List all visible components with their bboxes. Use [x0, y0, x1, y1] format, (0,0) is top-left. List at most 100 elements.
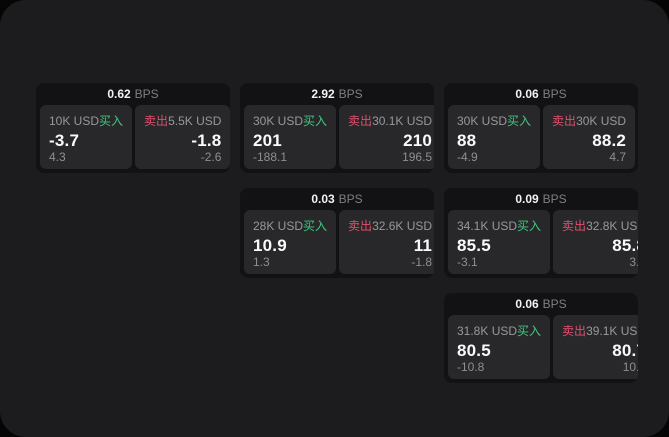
sell-quote-tile[interactable]: 卖出 39.1K USD 80.7 10.2: [553, 315, 638, 379]
sell-side-label: 卖出: [552, 114, 577, 128]
sell-amount: 30K USD: [576, 113, 627, 128]
buy-amount: 30K USD: [253, 113, 304, 128]
bps-unit-label: BPS: [542, 297, 567, 311]
quote-card: 0.06 BPS 31.8K USD 买入 80.5 -10.8 卖出 39.1…: [444, 293, 638, 383]
sell-side-label: 卖出: [562, 219, 587, 233]
bps-spread-value: 0.06: [515, 87, 539, 101]
buy-amount: 30K USD: [457, 113, 508, 128]
bps-spread-header: 0.09 BPS: [444, 188, 638, 210]
sell-price: 210: [403, 130, 433, 150]
quote-card: 0.62 BPS 10K USD 买入 -3.7 4.3 卖出 5.5K USD…: [36, 83, 230, 173]
sell-amount: 39.1K USD: [586, 323, 638, 338]
quote-card: 2.92 BPS 30K USD 买入 201 -188.1 卖出 30.1K …: [240, 83, 434, 173]
sell-delta: 4.7: [609, 150, 627, 164]
sell-side-label: 卖出: [348, 219, 373, 233]
sell-price: -1.8: [191, 130, 222, 150]
buy-tile-top-row: 10K USD 买入: [49, 112, 123, 129]
buy-quote-tile[interactable]: 10K USD 买入 -3.7 4.3: [40, 105, 133, 169]
sell-price: 80.7: [612, 340, 638, 360]
bps-spread-header: 0.03 BPS: [240, 188, 434, 210]
sell-amount: 5.5K USD: [168, 113, 222, 128]
buy-side-label: 买入: [507, 114, 532, 128]
buy-price: 10.9: [253, 235, 287, 255]
quote-card-body: 31.8K USD 买入 80.5 -10.8 卖出 39.1K USD 80.…: [444, 315, 638, 383]
buy-quote-tile[interactable]: 30K USD 买入 201 -188.1: [244, 105, 337, 169]
sell-price: 88.2: [592, 130, 627, 150]
buy-quote-tile[interactable]: 28K USD 买入 10.9 1.3: [244, 210, 337, 274]
buy-amount: 31.8K USD: [457, 323, 518, 338]
buy-quote-tile[interactable]: 30K USD 买入 88 -4.9: [448, 105, 541, 169]
buy-price: 88: [457, 130, 477, 150]
sell-delta: 3.0: [629, 255, 638, 269]
sell-amount: 32.8K USD: [586, 218, 638, 233]
bps-spread-value: 0.62: [107, 87, 131, 101]
buy-price: 201: [253, 130, 282, 150]
bps-spread-header: 0.06 BPS: [444, 293, 638, 315]
sell-side-label: 卖出: [144, 114, 169, 128]
bps-unit-label: BPS: [338, 192, 363, 206]
quote-card: 0.06 BPS 30K USD 买入 88 -4.9 卖出 30K USD 8…: [444, 83, 638, 173]
quote-card-body: 34.1K USD 买入 85.5 -3.1 卖出 32.8K USD 85.8…: [444, 210, 638, 278]
quote-card-body: 10K USD 买入 -3.7 4.3 卖出 5.5K USD -1.8 -2.…: [36, 105, 230, 173]
bps-spread-header: 2.92 BPS: [240, 83, 434, 105]
sell-amount: 32.6K USD: [372, 218, 433, 233]
quote-card-grid: 0.62 BPS 10K USD 买入 -3.7 4.3 卖出 5.5K USD…: [36, 83, 638, 383]
bps-spread-value: 0.06: [515, 297, 539, 311]
quote-card-body: 30K USD 买入 88 -4.9 卖出 30K USD 88.2 4.7: [444, 105, 638, 173]
buy-quote-tile[interactable]: 31.8K USD 买入 80.5 -10.8: [448, 315, 551, 379]
sell-delta: 196.5: [402, 150, 433, 164]
quote-card-body: 30K USD 买入 201 -188.1 卖出 30.1K USD 210 1…: [240, 105, 434, 173]
buy-side-label: 买入: [303, 219, 328, 233]
sell-side-label: 卖出: [562, 324, 587, 338]
buy-side-label: 买入: [303, 114, 328, 128]
buy-price: 85.5: [457, 235, 491, 255]
quote-card: 0.09 BPS 34.1K USD 买入 85.5 -3.1 卖出 32.8K…: [444, 188, 638, 278]
buy-delta: -4.9: [457, 150, 478, 164]
buy-delta: -3.1: [457, 255, 478, 269]
sell-quote-tile[interactable]: 卖出 30K USD 88.2 4.7: [543, 105, 636, 169]
sell-delta: -2.6: [200, 150, 222, 164]
buy-side-label: 买入: [517, 324, 542, 338]
bps-unit-label: BPS: [134, 87, 159, 101]
buy-price: 80.5: [457, 340, 491, 360]
buy-delta: 1.3: [253, 255, 270, 269]
buy-side-label: 买入: [517, 219, 542, 233]
sell-tile-top-row: 卖出 30.1K USD: [348, 112, 432, 129]
sell-quote-tile[interactable]: 卖出 32.6K USD 11 -1.8: [339, 210, 434, 274]
sell-tile-top-row: 卖出 30K USD: [552, 112, 626, 129]
buy-delta: -188.1: [253, 150, 288, 164]
buy-price: -3.7: [49, 130, 80, 150]
sell-tile-top-row: 卖出 32.6K USD: [348, 217, 432, 234]
sell-tile-top-row: 卖出 32.8K USD: [562, 217, 638, 234]
buy-amount: 28K USD: [253, 218, 304, 233]
buy-tile-top-row: 28K USD 买入: [253, 217, 327, 234]
buy-delta: 4.3: [49, 150, 66, 164]
sell-price: 11: [413, 235, 433, 255]
bps-spread-value: 2.92: [311, 87, 335, 101]
buy-tile-top-row: 31.8K USD 买入: [457, 322, 541, 339]
sell-amount: 30.1K USD: [372, 113, 433, 128]
buy-delta: -10.8: [457, 360, 485, 374]
quote-card: 0.03 BPS 28K USD 买入 10.9 1.3 卖出 32.6K US…: [240, 188, 434, 278]
bps-unit-label: BPS: [542, 87, 567, 101]
bps-unit-label: BPS: [542, 192, 567, 206]
bps-spread-header: 0.06 BPS: [444, 83, 638, 105]
bps-spread-value: 0.03: [311, 192, 335, 206]
buy-tile-top-row: 30K USD 买入: [253, 112, 327, 129]
bps-spread-header: 0.62 BPS: [36, 83, 230, 105]
buy-tile-top-row: 34.1K USD 买入: [457, 217, 541, 234]
buy-amount: 10K USD: [49, 113, 100, 128]
sell-side-label: 卖出: [348, 114, 373, 128]
sell-delta: -1.8: [411, 255, 433, 269]
sell-quote-tile[interactable]: 卖出 30.1K USD 210 196.5: [339, 105, 434, 169]
sell-tile-top-row: 卖出 39.1K USD: [562, 322, 638, 339]
buy-side-label: 买入: [99, 114, 124, 128]
sell-quote-tile[interactable]: 卖出 5.5K USD -1.8 -2.6: [135, 105, 230, 169]
quote-card-body: 28K USD 买入 10.9 1.3 卖出 32.6K USD 11 -1.8: [240, 210, 434, 278]
sell-quote-tile[interactable]: 卖出 32.8K USD 85.8 3.0: [553, 210, 638, 274]
buy-amount: 34.1K USD: [457, 218, 518, 233]
sell-delta: 10.2: [622, 360, 638, 374]
buy-quote-tile[interactable]: 34.1K USD 买入 85.5 -3.1: [448, 210, 551, 274]
bps-spread-value: 0.09: [515, 192, 539, 206]
